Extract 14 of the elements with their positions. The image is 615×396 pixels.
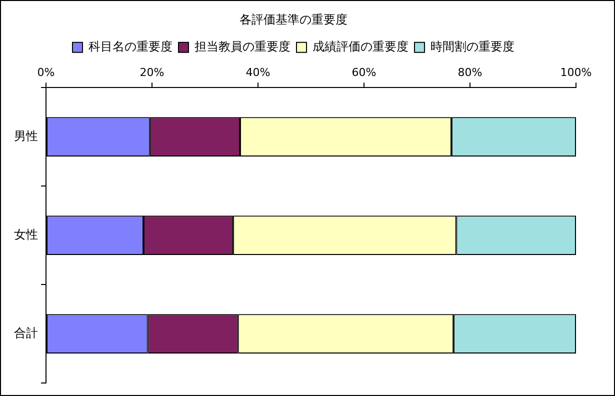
- y-tick-label: 男性: [14, 128, 38, 143]
- legend-label: 時間割の重要度: [430, 40, 514, 54]
- legend-label: 担当教員の重要度: [194, 40, 290, 54]
- chart-title: 各評価基準の重要度: [240, 12, 348, 26]
- x-tick-label: 0%: [37, 66, 55, 79]
- y-tick-label: 合計: [14, 326, 38, 340]
- x-tick-label: 40%: [246, 66, 270, 79]
- legend-label: 成績評価の重要度: [312, 40, 408, 54]
- legend-label: 科目名の重要度: [88, 40, 172, 54]
- x-tick-label: 100%: [560, 66, 592, 79]
- y-tick-label: 女性: [14, 227, 38, 242]
- x-tick-label: 80%: [458, 66, 482, 79]
- x-tick-label: 60%: [352, 66, 376, 79]
- x-tick-label: 20%: [140, 66, 164, 79]
